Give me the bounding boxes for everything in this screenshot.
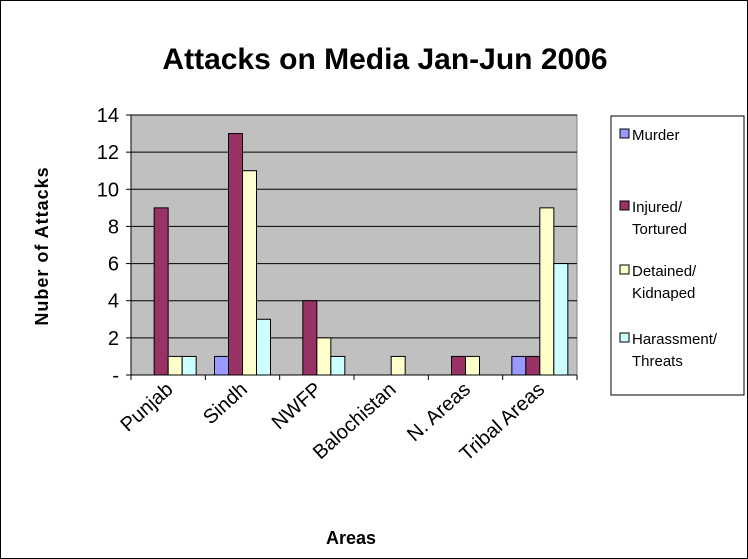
bar — [214, 355, 229, 376]
bar — [256, 318, 271, 376]
bar — [167, 355, 183, 376]
bar — [302, 300, 318, 376]
y-tick-label: 14 — [97, 105, 119, 127]
y-tick-labels: - 2 4 6 8 10 12 14 — [97, 105, 119, 387]
bar — [242, 170, 257, 376]
legend-swatch — [619, 128, 630, 139]
bar — [539, 207, 555, 376]
bar — [330, 355, 346, 376]
axes — [126, 114, 578, 380]
y-tick-label: - — [112, 365, 119, 387]
legend-swatch — [619, 332, 630, 343]
legend-swatch — [619, 200, 630, 211]
bar — [153, 207, 169, 376]
legend-label: Harassment/ — [632, 331, 718, 348]
bar — [390, 355, 406, 376]
y-tick-label: 2 — [108, 328, 119, 350]
y-tick-label: 8 — [108, 216, 119, 238]
y-tick-label: 10 — [97, 179, 119, 201]
gridlines — [131, 114, 577, 339]
bar — [316, 337, 332, 376]
bar — [181, 355, 197, 376]
legend-label: Tortured — [632, 221, 687, 238]
y-tick-label: 12 — [97, 142, 119, 164]
y-tick-label: 6 — [108, 254, 119, 276]
y-axis-label: Nuber of Attacks — [32, 166, 52, 325]
bar — [228, 133, 243, 376]
bar — [451, 355, 466, 376]
legend-label: Kidnaped — [632, 285, 695, 302]
y-tick-label: 4 — [108, 291, 119, 313]
plot-area — [130, 114, 578, 376]
legend: Murder Injured/Tortured Detained/Kidnaped H… — [610, 115, 745, 396]
bar — [511, 355, 527, 376]
bar — [465, 355, 480, 376]
legend-label: Threats — [632, 353, 683, 370]
chart-title: Attacks on Media Jan-Jun 2006 — [162, 43, 607, 76]
bars — [153, 133, 569, 376]
x-tick-label: Punjab — [117, 378, 178, 436]
legend-swatch — [619, 264, 630, 275]
legend-label: Injured/ — [632, 199, 683, 216]
bar — [553, 263, 569, 376]
x-axis-label: Areas — [326, 528, 376, 548]
x-tick-label: Sindh — [199, 378, 252, 429]
x-tick-label: NWFP — [268, 378, 326, 434]
legend-label: Detained/ — [632, 263, 697, 280]
x-tick-label: N. Areas — [403, 378, 475, 446]
legend-label: Murder — [632, 127, 680, 144]
legend-box — [610, 115, 745, 396]
bar — [525, 355, 541, 376]
